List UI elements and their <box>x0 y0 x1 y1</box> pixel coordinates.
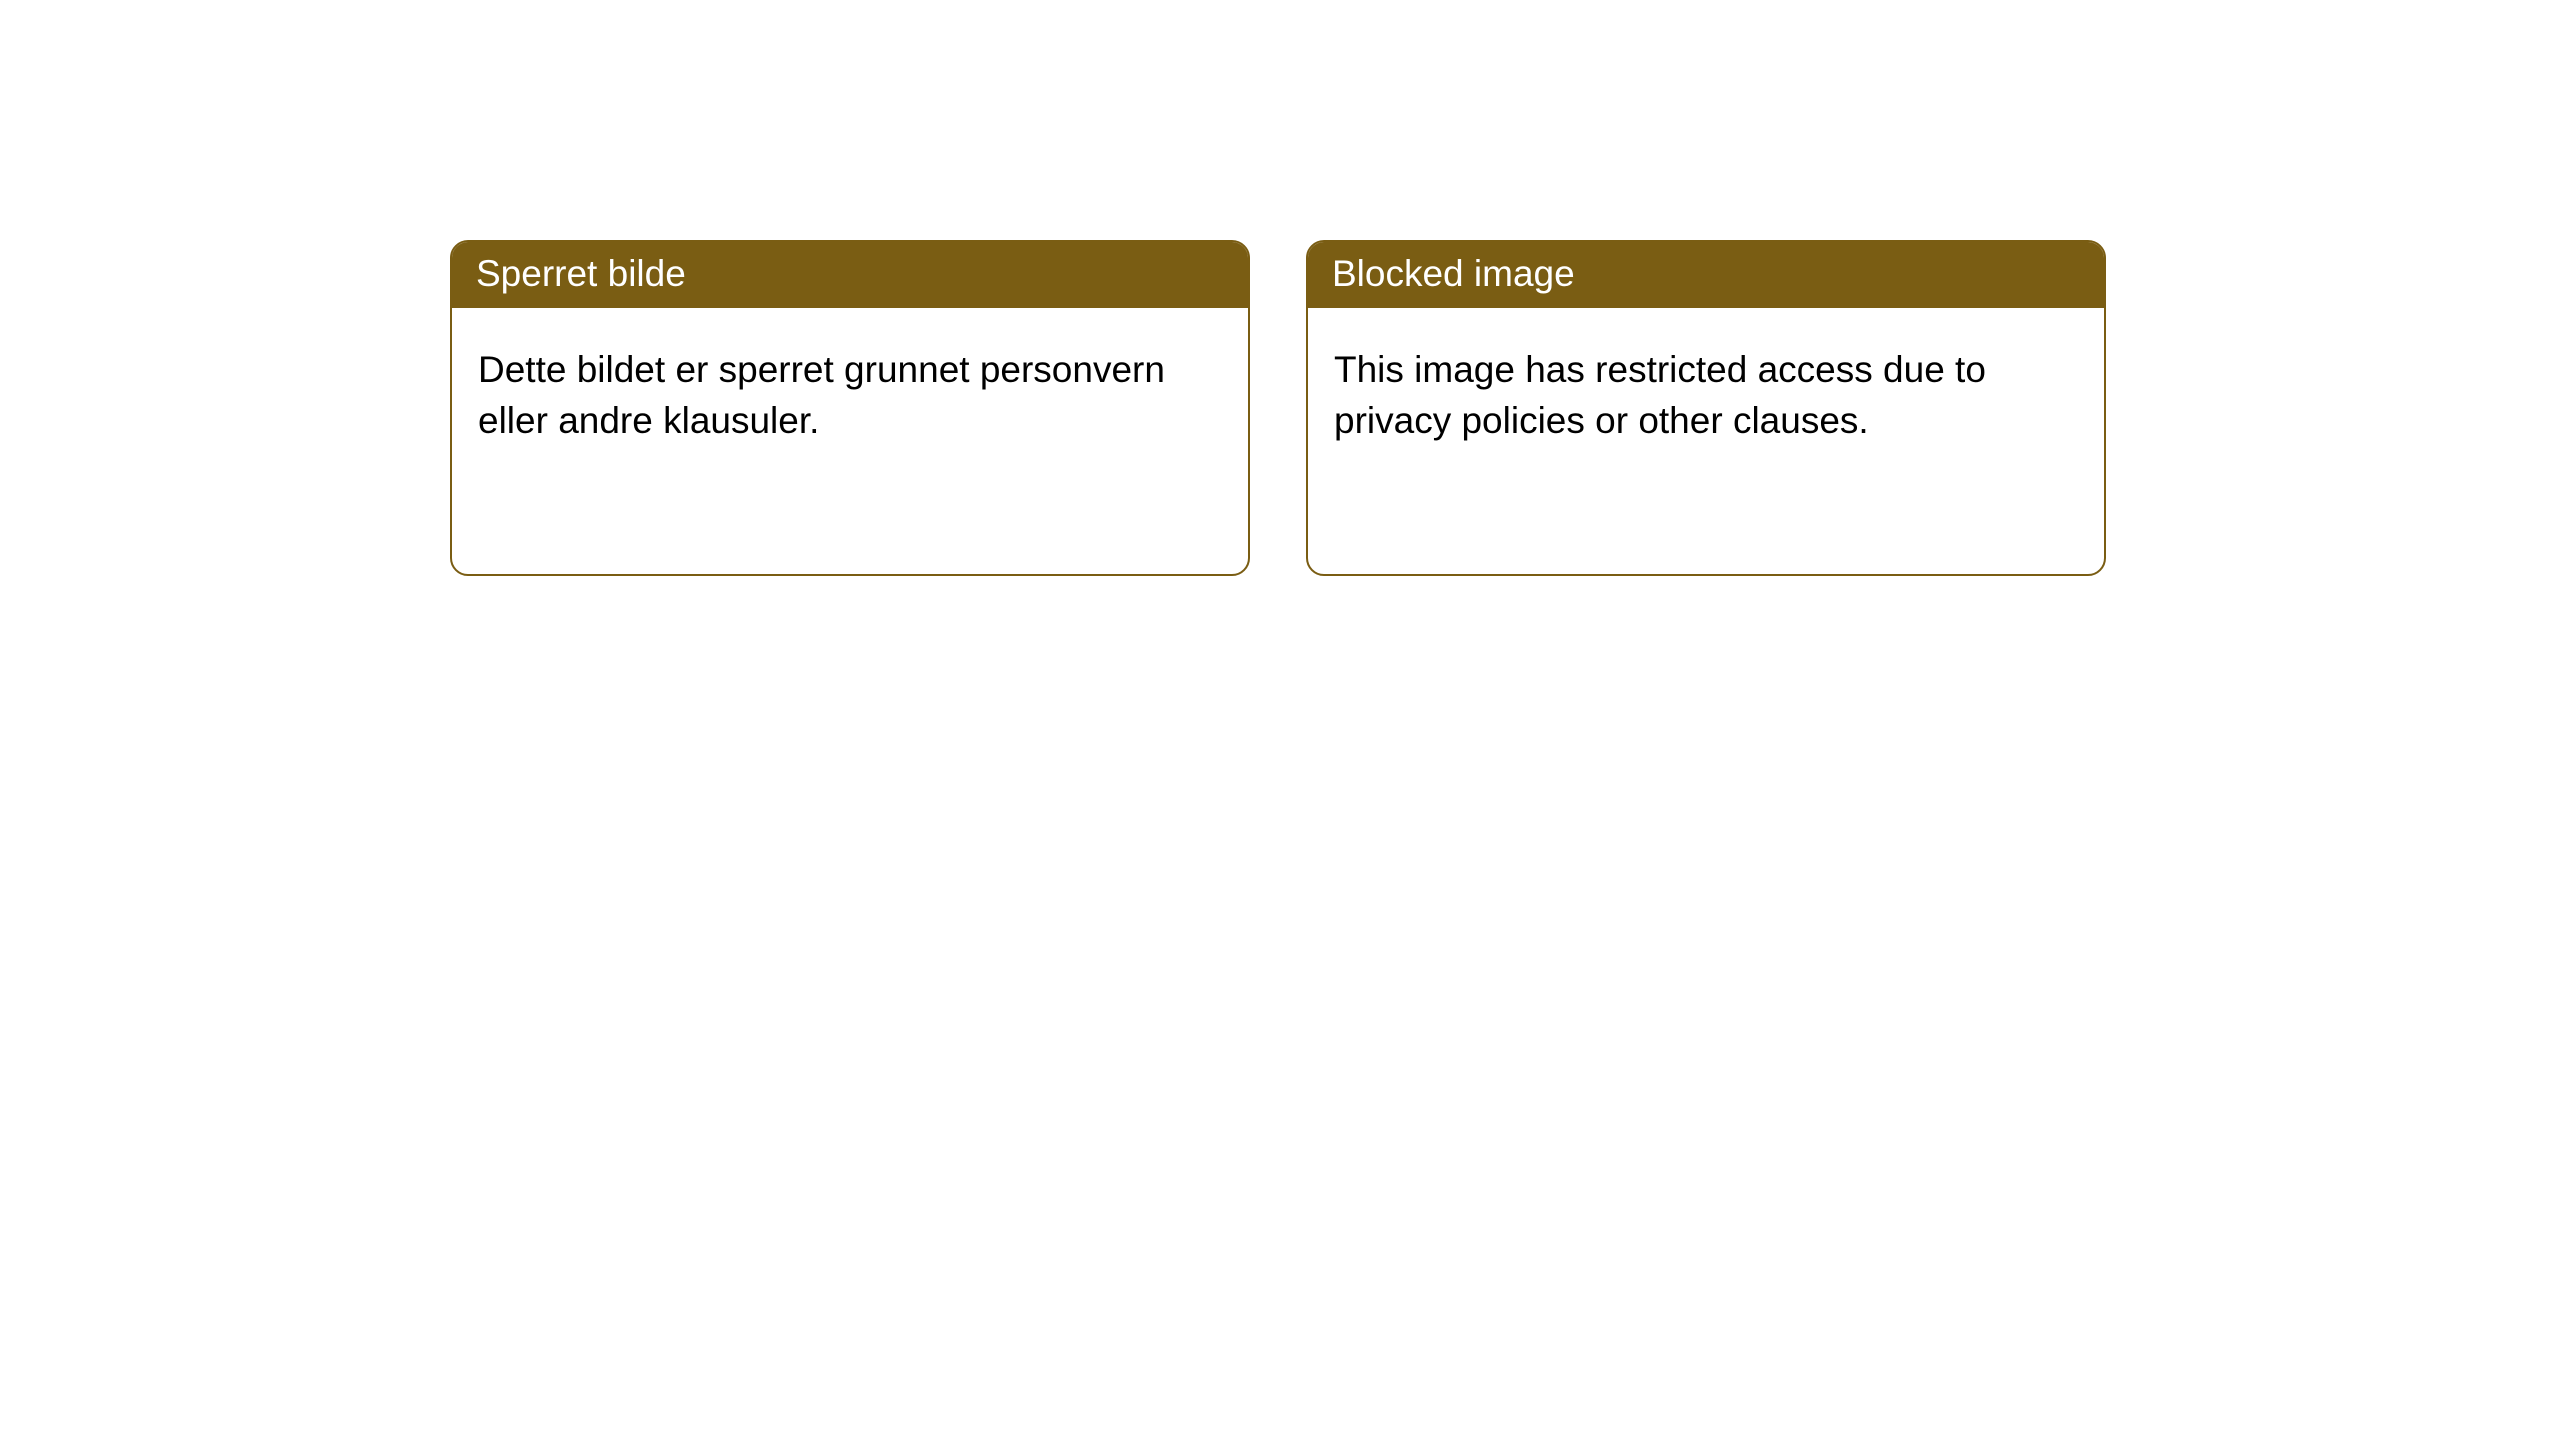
notice-card-norwegian: Sperret bilde Dette bildet er sperret gr… <box>450 240 1250 576</box>
notice-container: Sperret bilde Dette bildet er sperret gr… <box>0 0 2560 576</box>
notice-card-body: This image has restricted access due to … <box>1308 308 2104 472</box>
notice-card-body: Dette bildet er sperret grunnet personve… <box>452 308 1248 472</box>
notice-card-english: Blocked image This image has restricted … <box>1306 240 2106 576</box>
notice-card-title: Sperret bilde <box>452 242 1248 308</box>
notice-card-title: Blocked image <box>1308 242 2104 308</box>
